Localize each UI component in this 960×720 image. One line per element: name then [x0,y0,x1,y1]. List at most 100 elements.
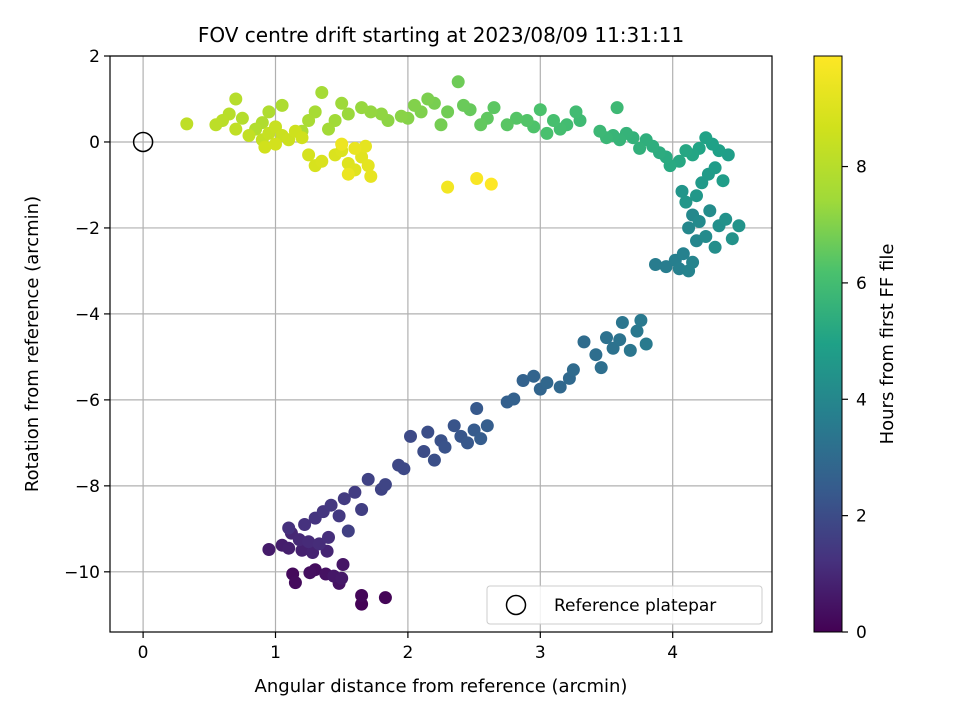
data-point [569,105,583,119]
legend-label: Reference platepar [554,596,716,616]
data-point [303,566,317,580]
data-point [302,535,316,549]
data-point [699,131,713,145]
data-point [686,255,700,269]
data-point [474,432,488,446]
data-point [553,380,567,394]
scatter-points [180,75,746,611]
data-point [341,524,355,538]
y-axis-label: Rotation from reference (arcmin) [22,196,43,492]
legend-box [486,585,763,625]
data-point [282,541,296,555]
colorbar-ticks: 0 2 4 6 8 [842,158,867,643]
data-point [675,184,689,198]
data-point [500,118,514,132]
y-tick-label: −8 [75,477,100,497]
data-point [699,230,713,243]
data-point [589,348,603,362]
data-point [242,129,256,142]
data-point [451,75,465,89]
data-point [322,530,335,544]
data-point [404,429,417,443]
data-point [209,118,223,132]
x-tick-label: 3 [535,643,546,663]
data-point [540,376,554,390]
data-point [679,195,693,209]
data-point [533,103,547,117]
y-tick-label: 0 [89,133,100,153]
y-tick-label: −2 [75,219,100,239]
data-point [434,118,448,132]
x-tick-label: 2 [402,643,413,663]
data-point [355,101,369,115]
x-tick-label: 4 [667,643,678,663]
data-point [630,324,644,338]
data-point [355,503,369,516]
legend: Reference platepar [486,585,763,625]
data-point [427,453,441,467]
colorbar-tick-label: 0 [856,623,867,643]
x-tick-label: 1 [270,643,281,663]
data-point [258,140,272,154]
data-point [335,137,349,151]
data-point [520,114,534,127]
plot-area-frame [109,55,773,633]
data-point [302,148,316,162]
data-point [615,316,629,329]
colorbar-label: Hours from first FF file [877,244,898,445]
data-point [649,258,662,271]
data-point [438,440,452,454]
data-point [282,521,296,535]
data-point [229,122,243,136]
data-point [269,137,282,151]
data-point [613,333,627,347]
data-point [302,114,316,127]
data-point [441,105,455,119]
data-point [690,189,703,203]
data-point [408,98,421,112]
y-tick-label: −4 [75,305,100,325]
data-point [470,402,484,415]
data-point [692,215,706,228]
data-point [441,180,455,194]
y-tick-label: 2 [89,47,100,67]
reference-platepar-marker [132,131,154,153]
data-point [374,107,388,121]
data-point [594,361,608,375]
data-point [421,425,435,439]
data-point [335,96,349,110]
data-point [322,122,335,136]
data-point [480,419,494,433]
data-point [634,313,648,327]
chart-title: FOV centre drift starting at 2023/08/09 … [198,23,684,47]
data-point [487,101,501,115]
data-point [725,232,739,246]
data-point [348,141,362,155]
y-tick-label: −6 [75,391,100,411]
data-point [332,509,346,523]
data-point [421,92,435,106]
data-point [288,576,302,590]
data-point [679,144,693,158]
x-tick-label: 0 [138,643,149,663]
data-point [703,204,717,218]
colorbar-tick-label: 2 [856,507,867,527]
data-point [378,478,392,492]
data-point [716,174,730,188]
colorbar-tick-label: 8 [856,158,867,178]
colorbar [813,55,843,633]
data-point [235,111,249,125]
data-point [336,558,350,571]
colorbar-tick-label: 4 [856,390,867,410]
data-point [566,363,580,377]
data-point [180,117,194,131]
data-point [682,221,696,235]
data-point [593,124,607,138]
data-point [364,169,378,183]
data-point [447,419,461,433]
data-point [732,219,746,233]
y-axis-ticks: 2 0 −2 −4 −6 −8 −10 [64,47,110,583]
data-point [474,118,488,132]
data-point [315,86,329,99]
